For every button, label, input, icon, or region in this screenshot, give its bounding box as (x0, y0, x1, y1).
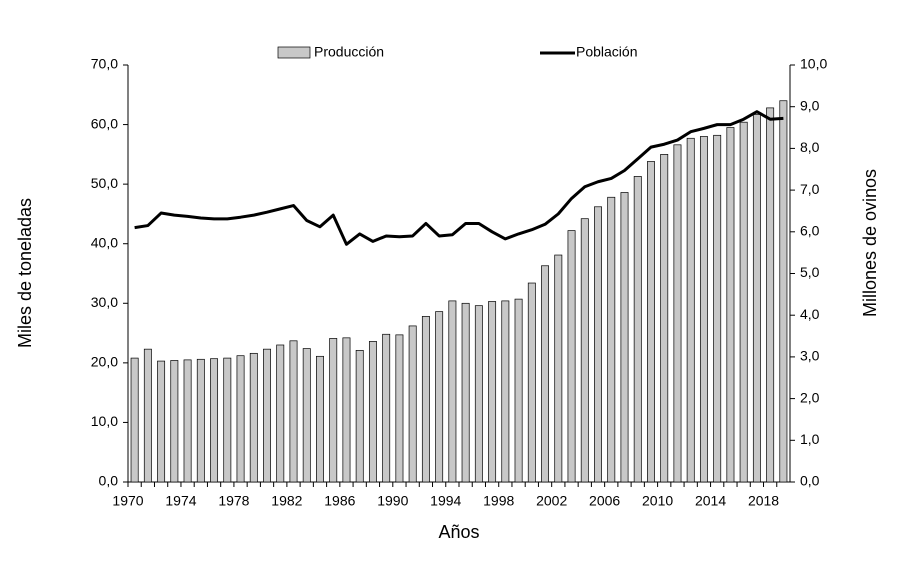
x-tick-label: 1986 (324, 493, 355, 509)
x-tick-label: 2014 (695, 493, 726, 509)
y2-tick-label: 5,0 (800, 264, 820, 280)
bar (170, 360, 179, 483)
bar (342, 337, 351, 483)
legend-swatch (277, 46, 311, 59)
y-tick-label: 30,0 (91, 294, 118, 310)
y2-tick-label: 4,0 (800, 306, 820, 322)
legend-label: Población (576, 44, 638, 60)
bar (726, 127, 735, 483)
bar (329, 338, 338, 483)
bar (514, 298, 523, 483)
bar (739, 121, 748, 483)
bar (461, 302, 470, 483)
bar (421, 316, 430, 483)
bar (368, 341, 377, 483)
y2-tick-label: 8,0 (800, 139, 820, 155)
bar (289, 340, 298, 483)
x-tick-label: 1978 (218, 493, 249, 509)
line (134, 110, 784, 246)
x-tick-label: 1990 (377, 493, 408, 509)
bar (382, 333, 391, 483)
x-tick-label: 2010 (642, 493, 673, 509)
x-tick-label: 1998 (483, 493, 514, 509)
y-tick-label: 40,0 (91, 234, 118, 250)
y-tick-label: 60,0 (91, 115, 118, 131)
y2-tick-label: 0,0 (800, 473, 820, 489)
bar (355, 349, 364, 483)
bar (488, 301, 497, 483)
y2-tick-label: 3,0 (800, 348, 820, 364)
x-tick-label: 1994 (430, 493, 461, 509)
y2-tick-label: 10,0 (800, 56, 827, 72)
bar (210, 358, 219, 483)
bar (660, 154, 669, 483)
bar (580, 218, 589, 483)
y2-axis-title: Millones de ovinos (860, 169, 880, 317)
bar (316, 355, 324, 483)
bar (183, 359, 192, 483)
bar (713, 134, 722, 483)
bar (779, 100, 788, 483)
bar (249, 352, 258, 483)
x-tick-label: 2006 (589, 493, 620, 509)
y-tick-label: 70,0 (91, 56, 118, 72)
bar (143, 348, 152, 483)
x-axis-title: Años (438, 522, 479, 542)
y2-tick-label: 7,0 (800, 181, 820, 197)
y-axis-title: Miles de toneladas (15, 198, 35, 348)
bar (276, 344, 285, 483)
bar (130, 357, 139, 483)
bar (647, 161, 655, 483)
y-tick-label: 20,0 (91, 354, 118, 370)
y-tick-label: 0,0 (99, 473, 119, 489)
bar (752, 114, 761, 483)
y2-tick-label: 1,0 (800, 431, 820, 447)
legend-label: Producción (314, 44, 384, 60)
bar (435, 311, 444, 483)
bar (395, 334, 404, 483)
x-tick-label: 2018 (748, 493, 779, 509)
bar (633, 176, 642, 483)
bar (263, 348, 271, 483)
bar (474, 305, 483, 483)
bar (554, 254, 563, 483)
x-tick-label: 1970 (112, 493, 143, 509)
bar (302, 348, 311, 483)
bar (196, 358, 205, 483)
x-tick-label: 1974 (165, 493, 196, 509)
bar (527, 282, 536, 483)
bar (766, 107, 775, 483)
bar (594, 206, 602, 483)
x-tick-label: 1982 (271, 493, 302, 509)
bar (567, 230, 576, 483)
bar (223, 357, 232, 483)
bar (448, 300, 457, 483)
y-tick-label: 50,0 (91, 175, 118, 191)
bar (501, 300, 510, 483)
bar (686, 137, 695, 483)
y2-tick-label: 6,0 (800, 223, 820, 239)
x-tick-label: 2002 (536, 493, 567, 509)
bar (607, 196, 616, 483)
bar (157, 360, 166, 483)
y-tick-label: 10,0 (91, 413, 118, 429)
bar (699, 136, 708, 483)
bar (408, 325, 417, 483)
y2-tick-label: 2,0 (800, 389, 820, 405)
bar (673, 144, 682, 483)
bar (236, 355, 245, 483)
bar (541, 265, 550, 483)
y2-tick-label: 9,0 (800, 97, 820, 113)
bar (620, 192, 629, 483)
